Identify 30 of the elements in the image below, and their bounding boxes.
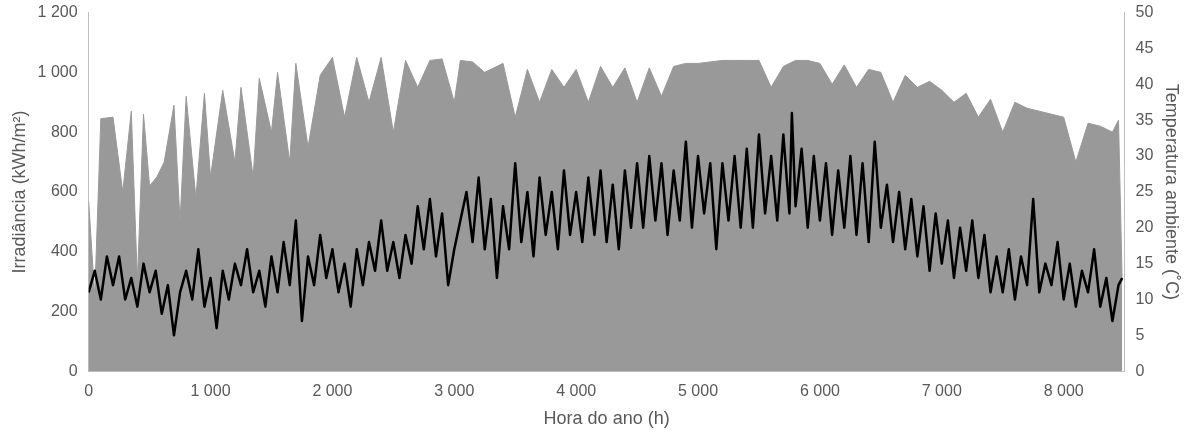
x-tick-label: 2 000 — [312, 382, 353, 400]
x-tick-label: 4 000 — [556, 382, 597, 400]
y2-tick-label: 40 — [1135, 74, 1154, 92]
y-tick-label: 800 — [50, 122, 78, 140]
y-tick-label: 400 — [50, 242, 78, 260]
y-tick-label: 0 — [68, 361, 78, 379]
y2-tick-label: 50 — [1135, 3, 1154, 21]
x-tick-label: 8 000 — [1043, 382, 1084, 400]
y-tick-label: 600 — [50, 182, 78, 200]
y2-tick-label: 5 — [1135, 325, 1145, 343]
x-tick-label: 0 — [84, 382, 94, 400]
y2-tick-label: 45 — [1135, 38, 1154, 56]
y2-tick-label: 20 — [1135, 218, 1154, 236]
x-axis-title: Hora do ano (h) — [543, 408, 670, 429]
x-tick-label: 7 000 — [921, 382, 962, 400]
y2-tick-label: 35 — [1135, 110, 1154, 128]
x-tick-label: 6 000 — [799, 382, 841, 400]
y2-tick-label: 0 — [1135, 361, 1145, 379]
x-tick-label: 5 000 — [678, 382, 719, 400]
x-tick-label: 3 000 — [434, 382, 475, 400]
x-tick-label: 1 000 — [190, 382, 231, 400]
y-tick-label: 1 200 — [37, 3, 78, 21]
y2-tick-label: 15 — [1135, 254, 1154, 272]
y-axis-title: Irradiância (kWh/m²) — [8, 110, 29, 274]
y-tick-label: 200 — [50, 301, 78, 319]
y2-tick-label: 10 — [1135, 289, 1154, 307]
y2-tick-label: 25 — [1135, 182, 1154, 200]
y-tick-label: 1 000 — [37, 62, 78, 80]
y2-tick-label: 30 — [1135, 146, 1154, 164]
y2-axis-title: Temperatura ambiente (˚C) — [1162, 83, 1183, 300]
